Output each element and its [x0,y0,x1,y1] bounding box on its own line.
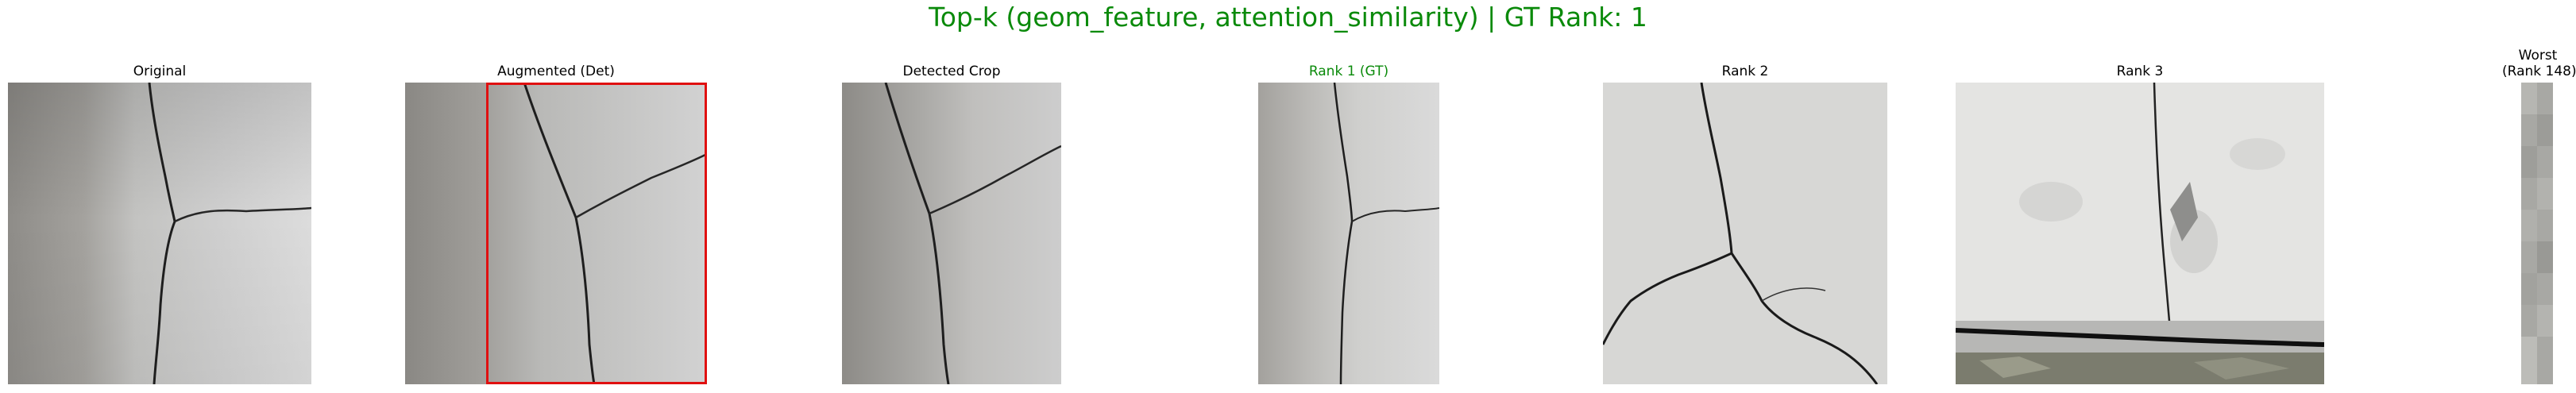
image-rank-2 [1603,83,1887,384]
image-augmented-det [405,83,707,384]
figure-title: Top-k (geom_feature, attention_similarit… [929,2,1647,33]
panel-title-rank-1-gt: Rank 1 (GT) [1308,64,1389,79]
panel-title-worst-rank: (Rank 148) [2502,64,2576,79]
panel-title-augmented: Augmented (Det) [497,64,615,79]
image-detected-crop [842,83,1061,384]
image-worst [2521,83,2553,384]
image-rank-3 [1956,83,2324,384]
panel-title-rank-2: Rank 2 [1721,64,1769,79]
panel-title-original: Original [133,64,187,79]
panel-title-detected-crop: Detected Crop [902,64,1001,79]
panel-title-rank-3: Rank 3 [2116,64,2164,79]
image-original [8,83,311,384]
panel-title-worst: Worst [2518,48,2558,64]
detection-box [486,83,707,384]
image-rank-1-gt [1258,83,1439,384]
